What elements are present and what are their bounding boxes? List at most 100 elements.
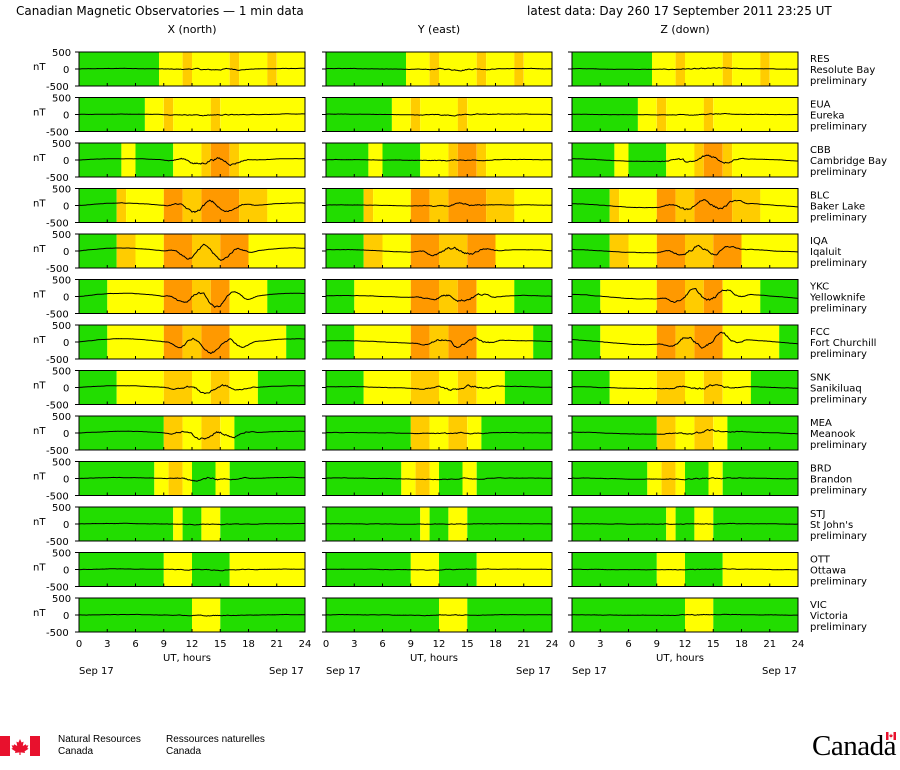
station-name: Resolute Bay [810, 65, 875, 76]
activity-band [182, 188, 202, 223]
data-trace [572, 477, 798, 481]
x-tick-label: 21 [517, 639, 530, 650]
y-tick-label: 500 [52, 321, 71, 332]
activity-band [572, 325, 601, 359]
station-status: preliminary [810, 395, 867, 406]
activity-band [703, 279, 723, 314]
x-tick-label: 18 [242, 639, 255, 650]
activity-band [116, 234, 136, 268]
activity-band [326, 234, 364, 268]
org-fr-line-2: Canada [166, 746, 202, 757]
data-trace [78, 430, 306, 440]
date-left: Sep 17 [572, 666, 607, 677]
station-name: Meanook [810, 429, 855, 440]
data-trace [325, 293, 553, 303]
canada-flag-icon [0, 736, 40, 756]
station-code: SNK [810, 373, 831, 384]
unit-label: nT [33, 244, 46, 255]
chart-title: Canadian Magnetic Observatories — 1 min … [16, 4, 304, 18]
unit-label: nT [33, 335, 46, 346]
activity-band [121, 143, 136, 177]
activity-band [163, 325, 183, 359]
x-tick-label: 9 [408, 639, 414, 650]
station-name: Ottawa [810, 566, 846, 577]
x-tick-label: 21 [270, 639, 283, 650]
activity-band [656, 325, 676, 359]
y-tick-label: -500 [46, 401, 69, 412]
y-tick-label: 500 [52, 412, 71, 423]
activity-band [713, 416, 728, 450]
activity-band [163, 234, 193, 268]
x-axis-label: UT, hours [410, 653, 458, 664]
x-tick-label: 9 [654, 639, 660, 650]
x-tick-label: 15 [214, 639, 227, 650]
unit-label: nT [33, 199, 46, 210]
activity-band [163, 188, 183, 223]
activity-band [326, 370, 364, 405]
station-status: preliminary [810, 167, 867, 178]
data-trace [325, 246, 553, 257]
activity-band [448, 325, 477, 359]
y-tick-label: 0 [63, 202, 69, 213]
y-tick-label: -500 [46, 128, 69, 139]
y-tick-label: 500 [52, 549, 71, 560]
activity-band [656, 279, 686, 314]
org-name-french: Ressources naturelles Canada [166, 734, 265, 758]
activity-band [628, 143, 667, 177]
activity-band [600, 325, 657, 359]
data-trace [79, 156, 305, 167]
x-tick-label: 0 [76, 639, 82, 650]
activity-band [703, 370, 723, 405]
activity-band [476, 143, 487, 177]
data-trace [326, 158, 552, 162]
org-fr-line-1: Ressources naturelles [166, 734, 265, 745]
y-tick-label: 0 [63, 384, 69, 395]
x-axis-label: UT, hours [656, 653, 704, 664]
station-status: preliminary [810, 486, 867, 497]
y-tick-label: -500 [46, 355, 69, 366]
activity-band [713, 234, 742, 268]
x-tick-label: 24 [546, 639, 559, 650]
activity-band [722, 325, 780, 359]
org-en-line-1: Natural Resources [58, 734, 141, 745]
y-tick-label: 500 [52, 503, 71, 514]
data-trace [571, 287, 799, 304]
station-code: CBB [810, 145, 831, 156]
unit-label: nT [33, 153, 46, 164]
x-tick-label: 15 [461, 639, 474, 650]
activity-band [107, 325, 164, 359]
activity-band [267, 188, 305, 223]
activity-band [229, 325, 287, 359]
y-tick-label: 0 [63, 156, 69, 167]
y-tick-label: 0 [63, 611, 69, 622]
activity-band [675, 188, 695, 223]
footer: Natural Resources Canada Ressources natu… [0, 728, 900, 770]
data-trace [571, 522, 799, 525]
activity-band [722, 52, 733, 86]
station-status: preliminary [810, 531, 867, 542]
x-tick-label: 3 [597, 639, 603, 650]
data-trace [326, 67, 553, 72]
activity-band [201, 143, 211, 177]
date-right: Sep 17 [516, 666, 551, 677]
data-trace [572, 244, 799, 256]
station-code: BLC [810, 191, 829, 202]
x-tick-label: 12 [186, 639, 199, 650]
y-tick-label: -500 [46, 628, 69, 639]
activity-band [326, 325, 355, 359]
component-label: Z (down) [660, 23, 709, 36]
data-trace [325, 568, 553, 571]
data-trace [325, 113, 553, 117]
x-tick-label: 3 [104, 639, 110, 650]
y-tick-label: 500 [52, 94, 71, 105]
data-trace [78, 113, 306, 117]
data-trace [326, 477, 552, 481]
data-trace [78, 199, 306, 213]
org-en-line-2: Canada [58, 746, 94, 757]
x-tick-label: 24 [792, 639, 805, 650]
activity-band [182, 325, 202, 359]
y-tick-label: 500 [52, 594, 71, 605]
activity-band [619, 188, 657, 223]
activity-band [116, 370, 164, 405]
x-tick-label: 15 [707, 639, 720, 650]
